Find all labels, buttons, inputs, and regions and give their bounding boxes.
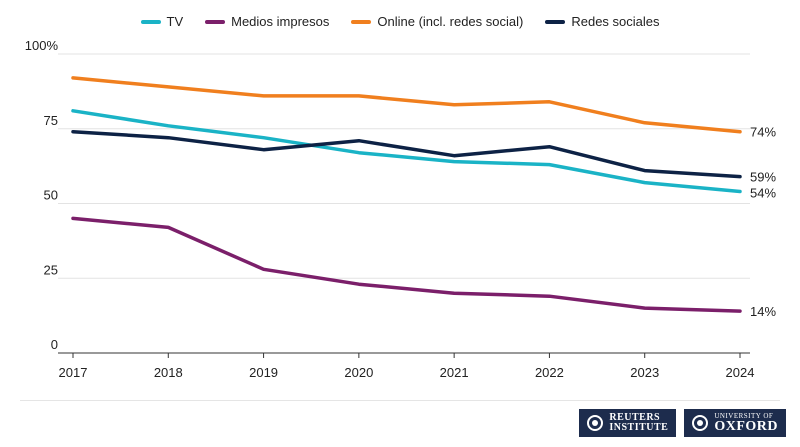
legend-swatch — [351, 19, 372, 24]
reuters-logo-line2: INSTITUTE — [609, 422, 669, 433]
oxford-crest-icon — [692, 415, 709, 431]
legend-label: Online (incl. redes social) — [377, 14, 524, 29]
series-line — [71, 76, 742, 134]
x-tick-label: 2018 — [154, 365, 183, 380]
publisher-logos: REUTERS INSTITUTE UNIVERSITY OF OXFORD — [579, 409, 786, 437]
footer-divider — [20, 400, 780, 401]
oxford-logo: UNIVERSITY OF OXFORD — [684, 409, 786, 437]
legend-item: Redes sociales — [545, 14, 660, 29]
series-line — [71, 109, 742, 194]
end-value-label: 74% — [750, 125, 776, 140]
x-tick-label: 2021 — [440, 365, 469, 380]
x-tick-label: 2022 — [535, 365, 564, 380]
reuters-institute-logo: REUTERS INSTITUTE — [579, 409, 677, 437]
y-tick-label: 25 — [44, 262, 58, 277]
y-tick-label: 100% — [25, 38, 59, 53]
legend-swatch — [140, 19, 161, 24]
legend-label: Redes sociales — [571, 14, 660, 29]
legend-label: TV — [166, 14, 184, 29]
end-value-label: 59% — [750, 170, 776, 185]
line-chart: 0 25 50 75 100% 2017 2018 2019 2020 2021 2022 2023 2… — [25, 38, 777, 380]
legend-swatch — [205, 19, 226, 24]
legend-swatch — [545, 19, 566, 24]
legend-item: Online (incl. redes social) — [351, 14, 523, 29]
x-tick-label: 2023 — [630, 365, 659, 380]
legend-item: TV — [140, 14, 184, 29]
legend-label: Medios impresos — [231, 14, 330, 29]
legend-item: Medios impresos — [205, 14, 329, 29]
x-tick-label: 2024 — [726, 365, 755, 380]
y-tick-label: 50 — [44, 188, 58, 203]
y-tick-label: 75 — [44, 113, 58, 128]
oxford-logo-big: OXFORD — [714, 418, 778, 434]
x-tick-label: 2020 — [344, 365, 373, 380]
chart-legend: TV Medios impresos Online (incl. redes soc… — [0, 14, 800, 29]
oxford-logo-small: UNIVERSITY OF — [714, 411, 774, 420]
x-tick-label: 2019 — [249, 365, 278, 380]
series-line — [71, 216, 742, 313]
reuters-mark-icon — [587, 415, 604, 431]
reuters-logo-line1: REUTERS — [609, 412, 661, 423]
x-tick-label: 2017 — [59, 365, 88, 380]
series-line — [71, 129, 742, 179]
end-value-label: 14% — [750, 304, 776, 319]
end-value-label: 54% — [750, 186, 776, 201]
y-tick-label: 0 — [51, 337, 58, 352]
